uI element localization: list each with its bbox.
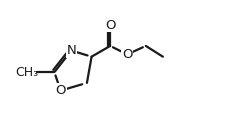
Text: CH₃: CH₃ xyxy=(16,66,39,79)
Text: N: N xyxy=(66,44,76,57)
Text: O: O xyxy=(55,84,66,97)
Text: O: O xyxy=(105,19,116,32)
Text: O: O xyxy=(122,48,132,61)
